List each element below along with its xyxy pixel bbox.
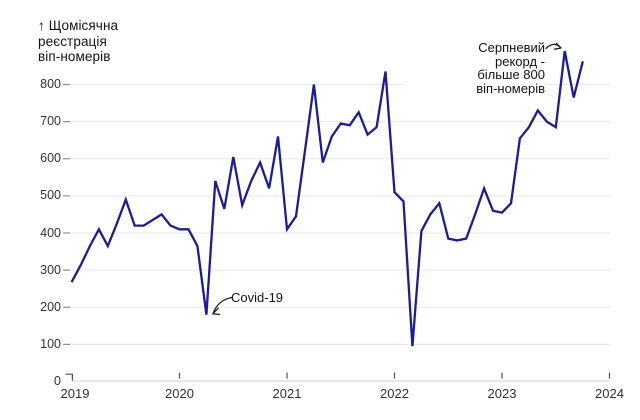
- series-line: [70, 50, 584, 347]
- y-axis-title-line: віп-номерів: [38, 49, 111, 64]
- y-axis-ticks: [63, 83, 71, 345]
- record-arrow-icon: [545, 42, 562, 50]
- annotation-record-line: віп-номерів: [476, 80, 545, 96]
- y-axis-title-line: ↑ Щомісячна: [38, 18, 119, 33]
- annotation-record: Серпневий рекорд - більше 800 віп-номері…: [405, 41, 545, 96]
- y-axis-title-line: реєстрація: [38, 33, 107, 49]
- annotation-record-line: рекорд -: [495, 53, 545, 69]
- annotation-covid: Covid-19: [231, 290, 284, 305]
- annotation-record-line: більше 800: [477, 67, 545, 82]
- annotation-record-line: Серпневий: [478, 40, 545, 55]
- covid-arrow-icon: [212, 296, 233, 316]
- y-axis-title: ↑ Щомісячна реєстрація віп-номерів: [38, 18, 118, 65]
- zero-tick: [65, 373, 73, 381]
- x-axis: [65, 372, 611, 382]
- gridlines: [72, 84, 610, 345]
